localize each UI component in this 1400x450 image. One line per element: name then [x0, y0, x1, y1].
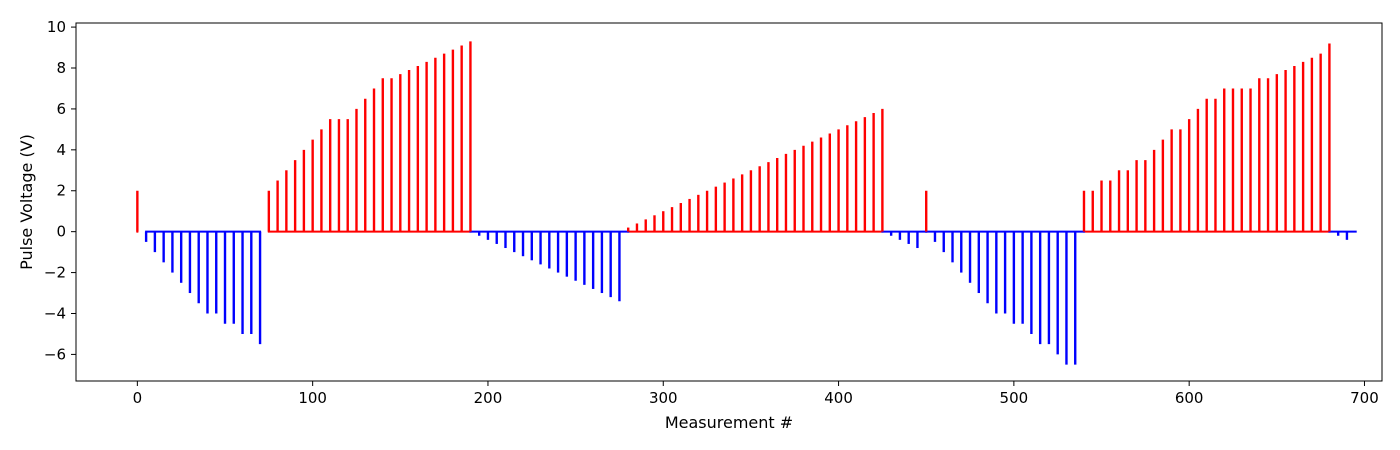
- x-tick-label: 100: [298, 389, 327, 407]
- y-tick-label: 10: [47, 18, 66, 36]
- x-tick-label: 200: [474, 389, 503, 407]
- y-tick-label: −2: [44, 264, 66, 282]
- x-tick-label: 0: [133, 389, 143, 407]
- x-axis: 0 100 200 300 400 500 600 700: [133, 381, 1379, 407]
- y-tick-label: −6: [44, 345, 66, 363]
- y-axis: −6 −4 −2 0 2 4 6 8 10: [44, 18, 76, 363]
- x-tick-label: 700: [1350, 389, 1379, 407]
- y-tick-label: 6: [56, 100, 66, 118]
- y-tick-label: 0: [56, 223, 66, 241]
- x-tick-label: 600: [1175, 389, 1204, 407]
- y-tick-label: 4: [56, 141, 66, 159]
- y-tick-label: 2: [56, 182, 66, 200]
- y-axis-label: Pulse Voltage (V): [17, 134, 36, 270]
- x-axis-label: Measurement #: [665, 413, 793, 432]
- x-tick-label: 300: [649, 389, 678, 407]
- x-tick-label: 500: [1000, 389, 1029, 407]
- y-tick-label: −4: [44, 304, 66, 322]
- plot-frame: [75, 22, 1383, 382]
- x-tick-label: 400: [824, 389, 853, 407]
- stems-layer: [136, 41, 1349, 365]
- y-tick-label: 8: [56, 59, 66, 77]
